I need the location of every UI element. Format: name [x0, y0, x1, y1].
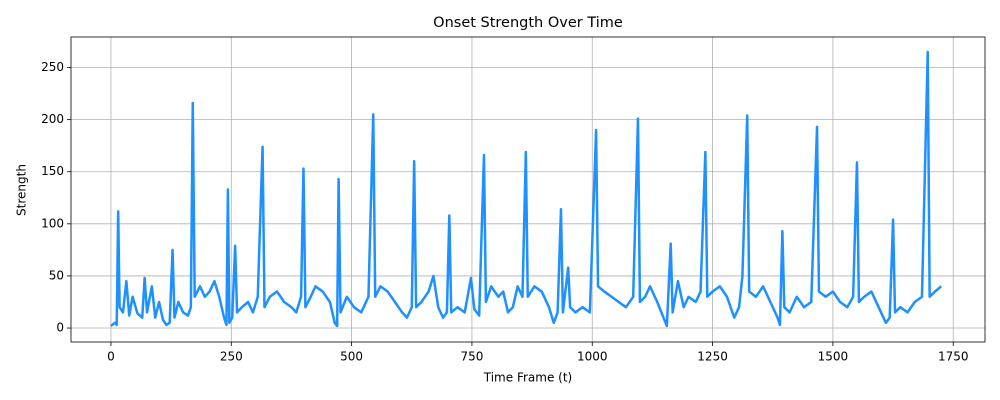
y-tick-label: 250 [41, 60, 64, 74]
x-tick-label: 0 [107, 350, 115, 364]
y-axis-label: Strength [15, 164, 29, 216]
x-tick-label: 1500 [818, 350, 849, 364]
y-tick-label: 100 [41, 216, 64, 230]
plot-frame [70, 36, 986, 343]
y-tick-label: 0 [56, 321, 64, 335]
y-tick-label: 150 [41, 164, 64, 178]
data-line [110, 50, 942, 328]
x-tick-label: 1000 [577, 350, 608, 364]
x-tick-label: 1250 [697, 350, 728, 364]
chart-title: Onset Strength Over Time [433, 15, 623, 31]
x-axis-label: Time Frame (t) [483, 371, 572, 385]
x-tick-label: 250 [220, 350, 243, 364]
y-tick-label: 200 [41, 112, 64, 126]
y-tick-label: 50 [49, 268, 64, 282]
x-tick-label: 500 [340, 350, 363, 364]
x-tick-label: 750 [460, 350, 483, 364]
x-tick-label: 1750 [938, 350, 969, 364]
